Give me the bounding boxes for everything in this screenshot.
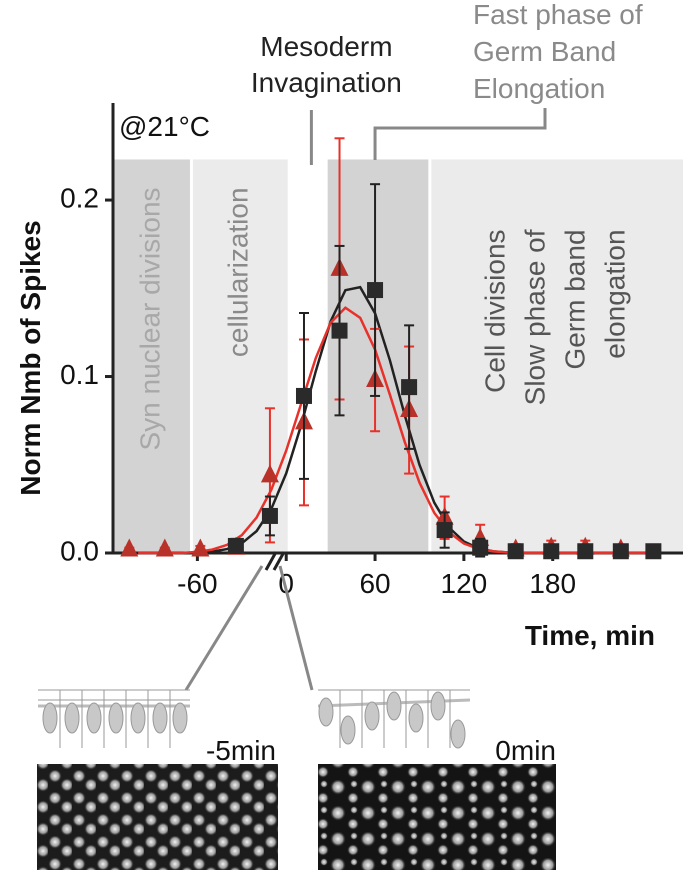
callout-text: Mesoderm <box>260 31 392 62</box>
y-axis-label: Norm Nmb of Spikes <box>15 220 46 495</box>
data-point <box>436 522 453 539</box>
panel-label: -5min <box>206 735 276 766</box>
plot: Syn nuclear divisions cellularization Cell… <box>15 0 683 651</box>
phase-region <box>114 159 190 553</box>
axis-break <box>264 551 278 571</box>
data-point <box>295 387 312 404</box>
data-point <box>472 539 489 556</box>
data-point <box>367 282 384 299</box>
data-point <box>507 543 524 560</box>
data-point <box>612 543 629 560</box>
x-tick-label: 180 <box>529 568 576 599</box>
temperature-label: @21°C <box>119 111 210 142</box>
data-point <box>191 538 210 557</box>
x-axis-label: Time, min <box>525 620 655 651</box>
x-tick-label: 120 <box>441 568 488 599</box>
callout-line <box>373 108 547 160</box>
region-label: elongation <box>600 229 631 358</box>
region-label: Syn nuclear divisions <box>135 187 166 450</box>
data-point <box>577 543 594 560</box>
schematic-right <box>317 689 471 749</box>
connector-line <box>278 565 314 691</box>
region-label: cellularization <box>223 187 254 357</box>
region-label: Germ band <box>560 229 591 369</box>
data-point <box>645 543 662 560</box>
callout-text: Invagination <box>251 67 402 98</box>
data-point <box>331 322 348 339</box>
schematic-left <box>38 689 190 748</box>
callout-text: Germ Band <box>473 36 616 67</box>
data-point <box>261 507 278 524</box>
micrograph <box>318 764 556 870</box>
data-point <box>260 464 279 483</box>
callout-text: Elongation <box>473 73 605 104</box>
region-label: Cell divisions <box>480 229 511 392</box>
micrograph <box>37 764 278 870</box>
phase-region <box>431 159 683 553</box>
fit-curve <box>138 306 657 555</box>
panel-label: 0min <box>495 735 556 766</box>
connector-line <box>184 565 264 691</box>
data-point <box>401 379 418 396</box>
data-point <box>543 543 560 560</box>
y-tick-label: 0.0 <box>60 535 99 566</box>
y-tick-label: 0.2 <box>60 182 99 213</box>
x-tick-label: 60 <box>359 568 390 599</box>
data-point <box>227 537 244 554</box>
data-point <box>120 538 139 557</box>
x-tick-label: -60 <box>177 568 217 599</box>
y-tick-label: 0.1 <box>60 359 99 390</box>
axis-break <box>272 551 286 571</box>
connectors <box>184 551 314 691</box>
region-label: Slow phase of <box>520 229 551 405</box>
data-point <box>155 538 174 557</box>
callout-text: Fast phase of <box>473 0 643 30</box>
